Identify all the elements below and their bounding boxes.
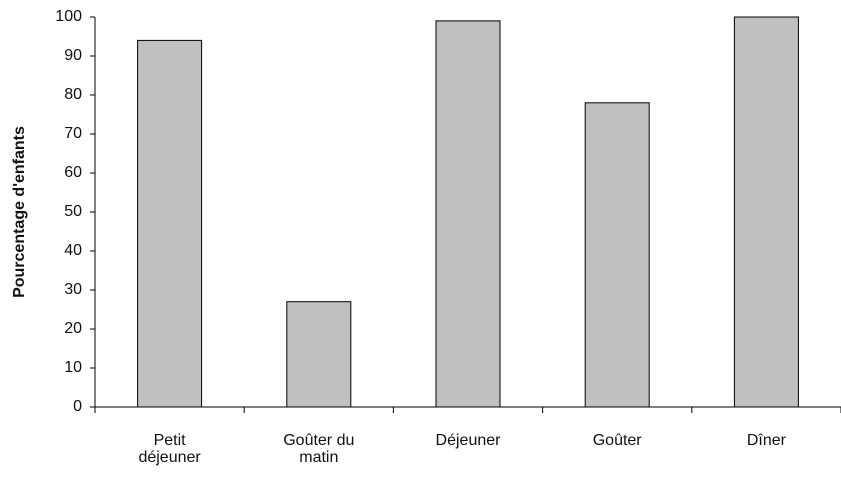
y-tick-label: 10 <box>64 359 82 376</box>
y-axis-title: Pourcentage d'enfants <box>11 126 28 298</box>
y-tick-label: 50 <box>64 203 82 220</box>
y-tick-label: 80 <box>64 86 82 103</box>
bar <box>733 16 799 408</box>
bar <box>584 102 650 408</box>
x-tick-label: Déjeuner <box>435 432 501 449</box>
y-tick-label: 20 <box>64 320 82 337</box>
x-tick-label: Goûter du matin <box>283 432 355 466</box>
y-tick-label: 90 <box>64 47 82 64</box>
y-tick-label: 0 <box>73 398 82 415</box>
y-tick-label: 70 <box>64 125 82 142</box>
bar <box>286 301 352 408</box>
x-tick-label: Dîner <box>746 432 786 449</box>
x-tick-label: Petit déjeuner <box>138 432 201 466</box>
x-tick-label: Goûter <box>592 432 642 449</box>
bar <box>435 20 501 408</box>
y-tick-label: 100 <box>55 8 82 25</box>
y-tick-label: 40 <box>64 242 82 259</box>
bar <box>137 39 203 408</box>
y-tick-label: 60 <box>64 164 82 181</box>
y-tick-label: 30 <box>64 281 82 298</box>
